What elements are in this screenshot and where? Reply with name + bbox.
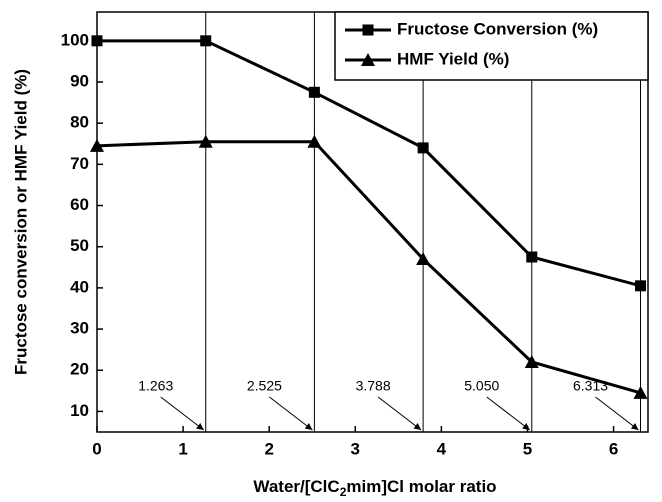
data-point: [200, 35, 212, 47]
y-tick-label: 80: [70, 113, 89, 132]
y-tick-label: 90: [70, 71, 89, 90]
x-tick-label: 4: [437, 439, 447, 458]
y-tick-label: 100: [61, 30, 89, 49]
legend-marker: [361, 53, 375, 66]
legend-box: [334, 11, 649, 81]
data-point: [307, 134, 322, 148]
data-point: [91, 35, 103, 47]
x-tick-label: 6: [609, 439, 618, 458]
y-tick-label: 70: [70, 154, 89, 173]
annotation-arrow: [160, 396, 205, 431]
data-point: [524, 355, 539, 368]
data-point: [198, 134, 213, 148]
x-tick-label: 3: [351, 439, 360, 458]
data-point: [90, 138, 104, 152]
annotation-arrow: [486, 396, 531, 431]
data-point: [526, 251, 538, 263]
legend-label: Fructose Conversion (%): [397, 19, 598, 38]
legend-label: HMF Yield (%): [397, 49, 509, 68]
x-axis-label: Water/[ClC2mim]Cl molar ratio: [253, 477, 496, 499]
series-line: [97, 39, 641, 288]
y-tick-label: 30: [70, 319, 89, 338]
y-axis-label: Fructose conversion or HMF Yield (%): [11, 69, 30, 375]
x-tick-label: 0: [92, 439, 101, 458]
y-tick-label: 50: [70, 236, 89, 255]
annotation-label: 3.788: [356, 378, 391, 394]
x-tick-label: 1: [178, 439, 187, 458]
annotation-arrow: [377, 396, 422, 431]
data-point: [417, 142, 429, 154]
y-tick-label: 10: [70, 401, 89, 420]
series-line: [96, 140, 641, 395]
y-tick-label: 20: [70, 360, 89, 379]
annotation-arrow: [595, 396, 639, 431]
legend-marker: [362, 24, 374, 36]
data-point: [416, 252, 431, 266]
data-point: [633, 385, 648, 399]
y-tick-label: 60: [70, 195, 89, 214]
data-point: [308, 86, 320, 98]
annotation-label: 2.525: [247, 378, 282, 394]
y-tick-label: 40: [70, 277, 89, 296]
annotation-label: 5.050: [464, 378, 499, 394]
annotation-arrow: [269, 396, 313, 431]
x-tick-label: 5: [523, 439, 532, 458]
x-tick-label: 2: [264, 439, 273, 458]
annotation-label: 1.263: [138, 378, 173, 394]
data-point: [635, 280, 647, 292]
